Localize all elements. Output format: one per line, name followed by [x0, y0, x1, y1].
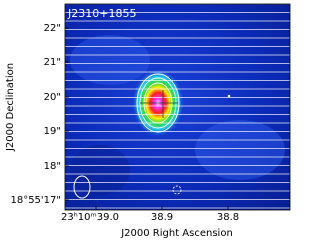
- frame: [64, 3, 291, 211]
- x-axis-label: J2000 Right Ascension: [120, 228, 233, 239]
- y-axis: 22" 21" 20" 19" 18" 18°55'17": [10, 23, 69, 206]
- y-tick-label: 21": [44, 57, 61, 68]
- x-tick-label: 38.8: [217, 212, 239, 223]
- y-tick-label: 22": [44, 23, 61, 34]
- title: J2310+1855: [67, 7, 136, 20]
- x-tick-label: 23ʰ10ᵐ39.0: [61, 212, 119, 223]
- y-tick-label: 20": [44, 92, 61, 103]
- x-tick-label: 38.9: [151, 212, 173, 223]
- y-axis-label: J2000 Declination: [5, 63, 16, 152]
- y-tick-label: 18°55'17": [10, 195, 61, 206]
- figure: J2310+1855 22" 21" 20" 19" 18" 18°55'17" 23ʰ1…: [5, 3, 291, 239]
- y-tick-label: 18": [44, 161, 61, 172]
- x-axis: 23ʰ10ᵐ39.0 38.9 38.8: [61, 206, 239, 223]
- y-tick-label: 19": [44, 126, 61, 137]
- image: J2310+1855: [65, 4, 290, 210]
